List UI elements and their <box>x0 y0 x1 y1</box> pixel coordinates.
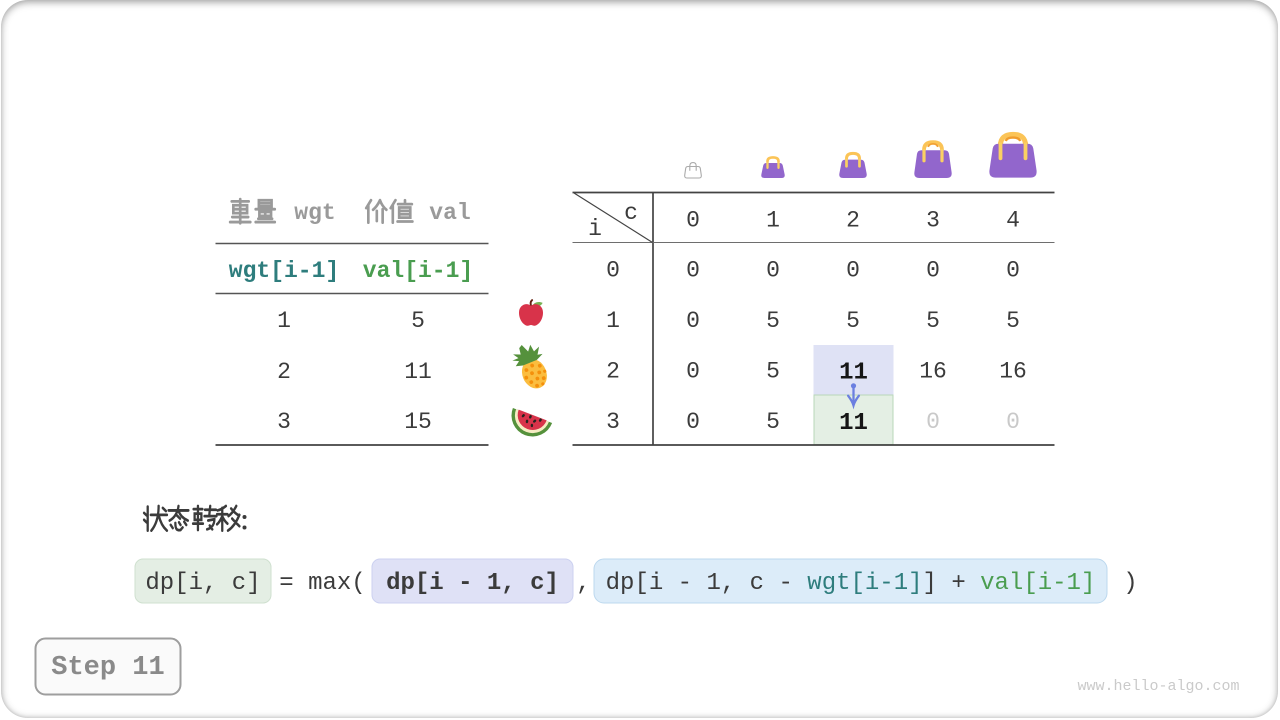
svg-text:2: 2 <box>277 359 291 385</box>
svg-text:2: 2 <box>606 359 620 385</box>
svg-text:5: 5 <box>846 308 860 334</box>
svg-text:0: 0 <box>686 409 700 435</box>
svg-text:): ) <box>1123 570 1137 597</box>
svg-text:1: 1 <box>766 208 780 234</box>
svg-text:i: i <box>588 216 602 242</box>
svg-text:0: 0 <box>1006 409 1020 435</box>
svg-text:c: c <box>624 200 638 226</box>
svg-text:dp[i - 1, c - wgt[i-1]] + val[: dp[i - 1, c - wgt[i-1]] + val[i-1] <box>606 570 1096 597</box>
svg-text:11: 11 <box>839 410 868 437</box>
svg-text:4: 4 <box>1006 208 1020 234</box>
svg-text:16: 16 <box>999 359 1027 385</box>
svg-text:0: 0 <box>606 258 620 284</box>
svg-text:0: 0 <box>686 359 700 385</box>
svg-text:11: 11 <box>404 359 432 385</box>
svg-text:0: 0 <box>686 258 700 284</box>
svg-text:3: 3 <box>277 409 291 435</box>
svg-text:5: 5 <box>411 308 425 334</box>
svg-text:0: 0 <box>686 308 700 334</box>
svg-text:5: 5 <box>766 359 780 385</box>
svg-text:5: 5 <box>766 409 780 435</box>
svg-text:1: 1 <box>277 308 291 334</box>
svg-text:5: 5 <box>926 308 940 334</box>
svg-text:val[i-1]: val[i-1] <box>363 258 473 284</box>
svg-text:wgt: wgt <box>294 200 335 226</box>
svg-text:1: 1 <box>606 308 620 334</box>
svg-text:0: 0 <box>846 258 860 284</box>
svg-text:,: , <box>576 570 590 597</box>
svg-text:0: 0 <box>926 409 940 435</box>
svg-text:= max(: = max( <box>279 570 365 597</box>
svg-text:dp[i, c]: dp[i, c] <box>145 570 260 597</box>
svg-text:3: 3 <box>606 409 620 435</box>
svg-text:0: 0 <box>686 208 700 234</box>
svg-text:5: 5 <box>1006 308 1020 334</box>
svg-text:www.hello-algo.com: www.hello-algo.com <box>1077 678 1239 695</box>
svg-text:0: 0 <box>766 258 780 284</box>
svg-text:0: 0 <box>1006 258 1020 284</box>
svg-text:0: 0 <box>926 258 940 284</box>
svg-text:wgt[i-1]: wgt[i-1] <box>229 258 339 284</box>
svg-text:Step 11: Step 11 <box>51 653 164 683</box>
svg-text:2: 2 <box>846 208 860 234</box>
svg-text:11: 11 <box>839 360 868 387</box>
svg-text:3: 3 <box>926 208 940 234</box>
svg-text:dp[i - 1, c]: dp[i - 1, c] <box>386 570 559 597</box>
svg-text:15: 15 <box>404 409 432 435</box>
svg-text:5: 5 <box>766 308 780 334</box>
svg-text:val: val <box>429 200 470 226</box>
svg-text:16: 16 <box>919 359 947 385</box>
